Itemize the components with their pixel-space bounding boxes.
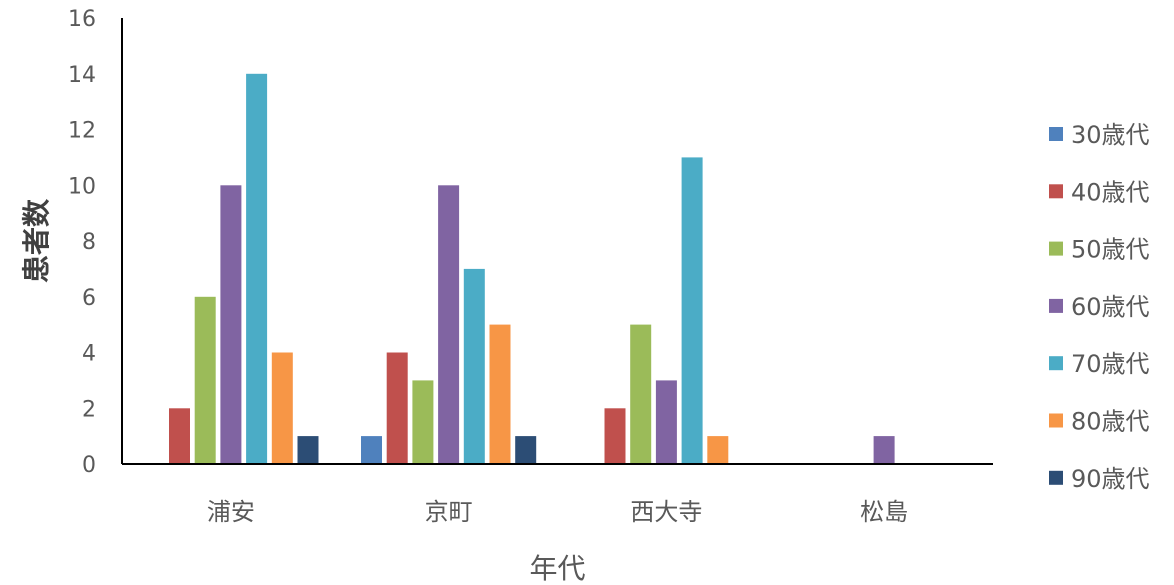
- bar: [438, 185, 460, 465]
- x-category-label: 浦安: [207, 498, 255, 526]
- legend-label: 70歳代: [1071, 350, 1150, 378]
- bar: [194, 296, 216, 465]
- bar: [361, 436, 382, 464]
- x-category-label: 京町: [425, 498, 473, 526]
- legend-swatch: [1049, 241, 1063, 256]
- legend-item: 70歳代: [1049, 350, 1150, 378]
- bar: [707, 436, 729, 464]
- y-axis-title: 患者数: [20, 198, 53, 283]
- x-category-label: 西大寺: [630, 498, 702, 526]
- bar: [386, 352, 408, 464]
- legend-item: 60歳代: [1049, 293, 1150, 321]
- y-tick-label: 12: [68, 119, 96, 144]
- legend-swatch: [1049, 184, 1063, 199]
- bar: [412, 380, 434, 464]
- bar: [169, 408, 190, 465]
- bar: [489, 324, 511, 464]
- bar: [220, 185, 242, 465]
- y-tick-label: 0: [82, 453, 96, 478]
- bars: [169, 73, 895, 465]
- y-tick-label: 10: [68, 174, 96, 199]
- legend-item: 30歳代: [1049, 121, 1150, 149]
- legend-label: 50歳代: [1071, 236, 1150, 264]
- bar: [630, 324, 652, 464]
- legend-swatch: [1049, 413, 1063, 428]
- legend-label: 30歳代: [1071, 121, 1150, 149]
- bar: [655, 380, 677, 464]
- legend: 30歳代 40歳代 50歳代 60歳代 70歳代 80歳代 90歳代: [1049, 121, 1150, 493]
- x-axis-categories: 浦安 京町 西大寺 松島: [207, 498, 908, 526]
- legend-label: 60歳代: [1071, 293, 1150, 321]
- bar: [271, 352, 293, 464]
- bar: [873, 436, 895, 464]
- y-tick-label: 6: [82, 286, 96, 311]
- y-tick-label: 8: [82, 230, 96, 255]
- y-tick-label: 14: [68, 63, 96, 88]
- y-tick-label: 2: [82, 397, 96, 422]
- bar: [515, 436, 537, 464]
- y-tick-label: 4: [82, 342, 96, 367]
- legend-item: 80歳代: [1049, 408, 1150, 436]
- legend-item: 50歳代: [1049, 236, 1150, 264]
- legend-swatch: [1049, 470, 1063, 485]
- bar: [681, 157, 703, 464]
- bar: [604, 408, 626, 465]
- y-tick-label: 16: [68, 7, 96, 32]
- legend-swatch: [1049, 298, 1063, 313]
- legend-swatch: [1049, 356, 1063, 371]
- legend-label: 80歳代: [1071, 408, 1150, 436]
- legend-item: 90歳代: [1049, 465, 1150, 493]
- y-axis-ticks: 0 2 4 6 8 10 12 14 16: [68, 7, 96, 478]
- legend-label: 40歳代: [1071, 178, 1150, 206]
- y-axis-title-group: 患者数: [20, 198, 53, 283]
- legend-swatch: [1049, 127, 1063, 141]
- legend-label: 90歳代: [1071, 465, 1150, 493]
- bar: [246, 73, 268, 465]
- x-axis-title: 年代: [529, 552, 585, 585]
- legend-item: 40歳代: [1049, 178, 1150, 206]
- bar: [297, 436, 319, 464]
- bar: [463, 268, 485, 464]
- x-category-label: 松島: [860, 498, 908, 526]
